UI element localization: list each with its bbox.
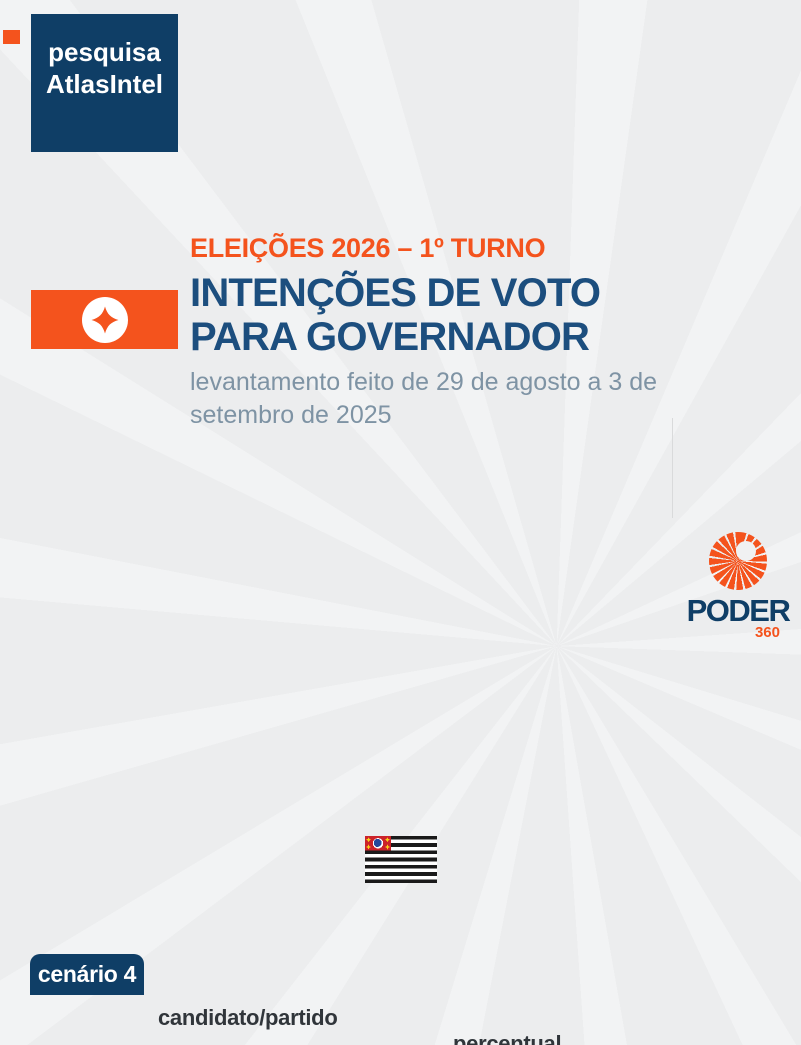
atlasintel-logo-box xyxy=(31,290,178,349)
header-divider xyxy=(672,418,673,518)
badge-line1: pesquisa xyxy=(48,37,161,67)
poder360-logo: PODER 360 xyxy=(686,532,791,641)
page-title: INTENÇÕES DE VOTO PARA GOVERNADOR xyxy=(190,271,601,359)
badge-line2: AtlasIntel xyxy=(45,69,164,99)
column-header-percent: percentual xyxy=(453,1031,562,1045)
corner-accent-square xyxy=(3,30,20,44)
brand-name: PODER xyxy=(686,593,791,628)
scenario-tab: cenário 4 xyxy=(30,954,144,995)
column-header-candidate: candidato/partido xyxy=(158,1005,338,1030)
kicker: ELEIÇÕES 2026 – 1º TURNO xyxy=(190,233,546,263)
survey-period-subtitle: levantamento feito de 29 de agosto a 3 d… xyxy=(190,368,658,429)
atlasintel-badge: pesquisa AtlasIntel xyxy=(31,14,178,152)
atlasintel-star-icon xyxy=(81,296,128,343)
brand-suffix: 360 xyxy=(754,624,780,641)
poder360-sun-icon xyxy=(709,532,767,590)
sao-paulo-flag-icon xyxy=(365,836,437,884)
